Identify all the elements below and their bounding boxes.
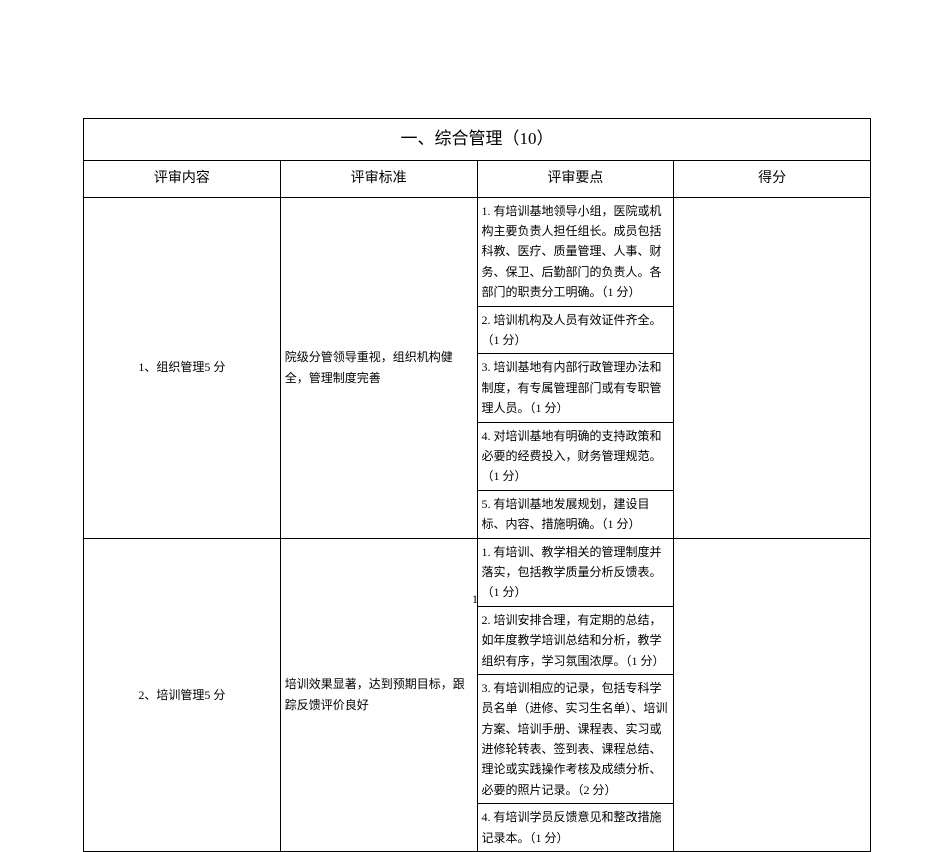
- section2-point3: 3. 有培训相应的记录，包括专科学员名单（进修、实习生名单）、培训方案、培训手册…: [477, 674, 674, 803]
- table-title: 一、综合管理（10）: [84, 119, 871, 161]
- header-score: 得分: [674, 160, 871, 197]
- section2-score: [674, 538, 871, 851]
- section1-point2: 2. 培训机构及人员有效证件齐全。（1 分）: [477, 306, 674, 354]
- evaluation-table: 一、综合管理（10） 评审内容 评审标准 评审要点 得分 1、组织管理5 分 院…: [83, 118, 871, 852]
- header-points: 评审要点: [477, 160, 674, 197]
- page-number: 1: [0, 592, 950, 607]
- table-title-row: 一、综合管理（10）: [84, 119, 871, 161]
- section1-point1: 1. 有培训基地领导小组，医院或机构主要负责人担任组长。成员包括科教、医疗、质量…: [477, 197, 674, 306]
- evaluation-table-container: 一、综合管理（10） 评审内容 评审标准 评审要点 得分 1、组织管理5 分 院…: [83, 118, 871, 852]
- section2-standard: 培训效果显著，达到预期目标，跟踪反馈评价良好: [280, 538, 477, 851]
- table-row: 1、组织管理5 分 院级分管领导重视，组织机构健全，管理制度完善 1. 有培训基…: [84, 197, 871, 306]
- table-header-row: 评审内容 评审标准 评审要点 得分: [84, 160, 871, 197]
- section1-standard: 院级分管领导重视，组织机构健全，管理制度完善: [280, 197, 477, 538]
- section2-content: 2、培训管理5 分: [84, 538, 281, 851]
- section1-point3: 3. 培训基地有内部行政管理办法和制度，有专属管理部门或有专职管理人员。（1 分…: [477, 354, 674, 422]
- section1-point4: 4. 对培训基地有明确的支持政策和必要的经费投入，财务管理规范。（1 分）: [477, 422, 674, 490]
- section1-point5: 5. 有培训基地发展规划，建设目标、内容、措施明确。（1 分）: [477, 490, 674, 538]
- section2-point4: 4. 有培训学员反馈意见和整改措施记录本。（1 分）: [477, 804, 674, 852]
- section2-point2: 2. 培训安排合理，有定期的总结，如年度教学培训总结和分析，教学组织有序，学习氛…: [477, 606, 674, 674]
- section1-content: 1、组织管理5 分: [84, 197, 281, 538]
- header-content: 评审内容: [84, 160, 281, 197]
- section1-score: [674, 197, 871, 538]
- header-standard: 评审标准: [280, 160, 477, 197]
